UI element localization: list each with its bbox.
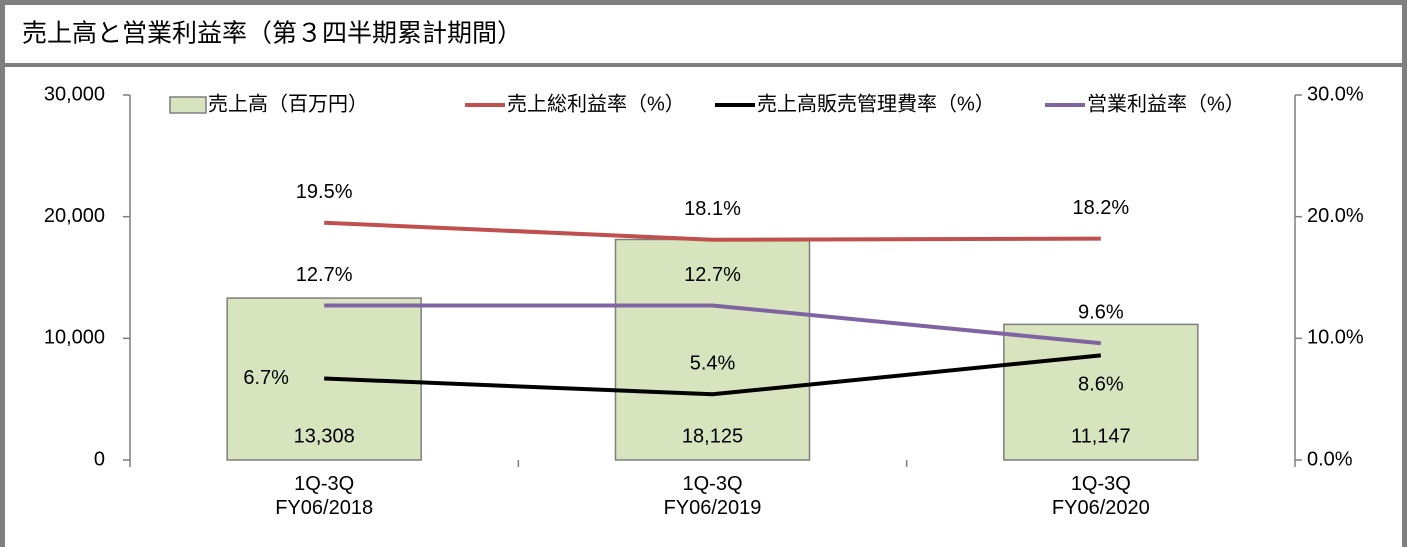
line xyxy=(324,220,1101,242)
bar xyxy=(1003,323,1199,461)
x-tick-label: 1Q-3Q FY06/2018 xyxy=(275,473,374,519)
y-tick-label: 20,000 xyxy=(44,205,105,227)
x-tick-label: 1Q-3Q FY06/2019 xyxy=(663,473,762,519)
legend-label: 売上高販売管理費率（%） xyxy=(757,92,995,115)
bar-value-label: 18,125 xyxy=(682,425,743,447)
line-value-label: 9.6% xyxy=(1078,301,1124,323)
chart-title: 売上高と営業利益率（第３四半期累計期間） xyxy=(22,20,522,48)
line xyxy=(324,353,1102,397)
line-value-label: 8.6% xyxy=(1078,374,1124,396)
line-value-label: 5.4% xyxy=(690,353,736,375)
y2-tick-label: 20.0% xyxy=(1307,205,1364,227)
y-tick-label: 10,000 xyxy=(44,327,105,349)
y-tick-label: 0 xyxy=(94,448,105,470)
line-value-label: 19.5% xyxy=(296,181,353,203)
legend-label: 売上高（百万円） xyxy=(208,92,368,115)
x-tick-label: 1Q-3Q FY06/2020 xyxy=(1051,473,1150,519)
bar-value-label: 11,147 xyxy=(1071,425,1131,447)
legend-swatch xyxy=(169,96,207,114)
legend-label: 営業利益率（%） xyxy=(1087,92,1245,115)
y-tick-label: 30,000 xyxy=(44,83,105,105)
bar-value-label: 13,308 xyxy=(294,425,355,447)
line-value-label: 12.7% xyxy=(684,264,741,286)
y2-tick-label: 0.0% xyxy=(1307,448,1353,470)
bar xyxy=(614,238,811,461)
y2-tick-label: 30.0% xyxy=(1307,83,1364,105)
line-value-label: 18.1% xyxy=(684,198,741,220)
line-value-label: 6.7% xyxy=(243,367,289,389)
y2-tick-label: 10.0% xyxy=(1307,327,1364,349)
line-value-label: 18.2% xyxy=(1072,197,1129,219)
line xyxy=(324,303,1102,346)
legend-label: 売上総利益率（%） xyxy=(507,92,685,115)
line-value-label: 12.7% xyxy=(296,264,353,286)
